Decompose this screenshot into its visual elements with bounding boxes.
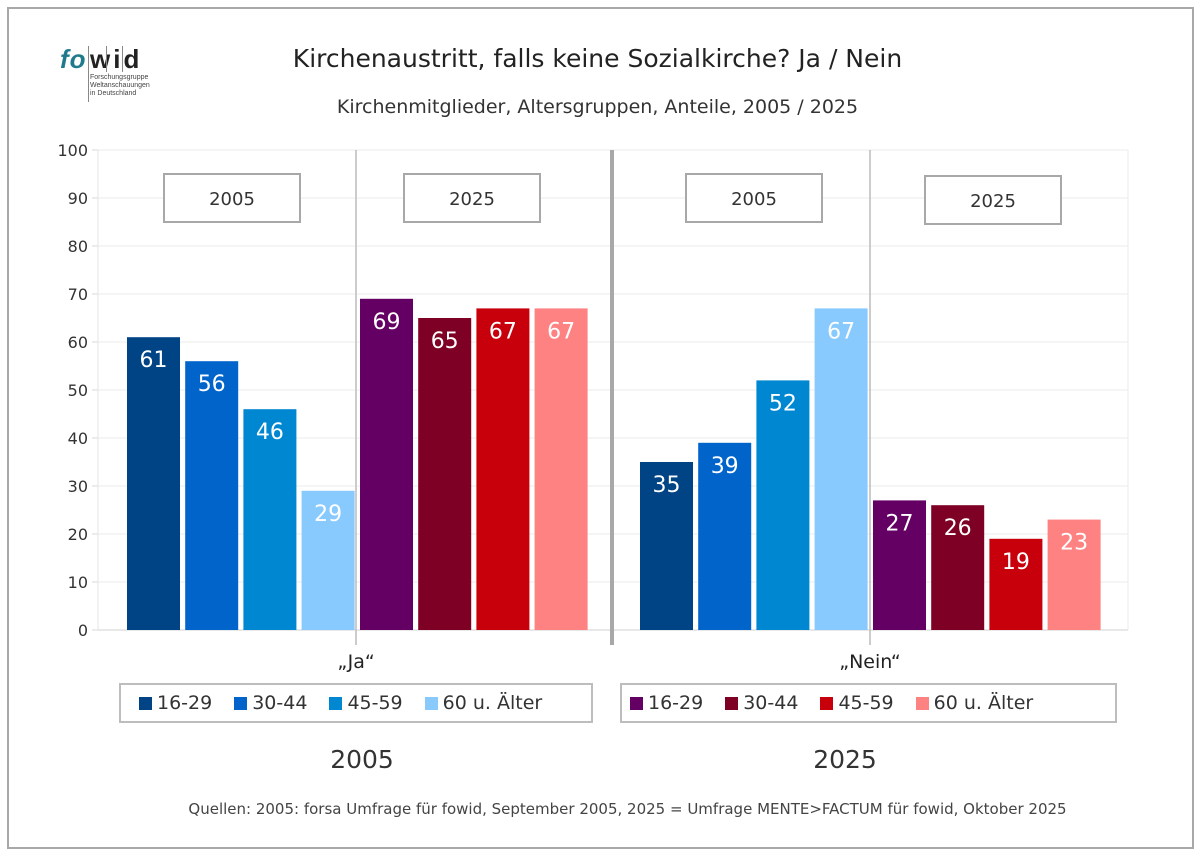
subgroup-year-label: 2025 — [970, 191, 1016, 212]
x-category-label: „Nein“ — [839, 651, 901, 673]
bar-nein-2025-60ulter — [1047, 519, 1101, 630]
y-tick-label: 20 — [68, 525, 88, 544]
legend-label: 16-29 — [648, 692, 704, 714]
legend-item: 16-29 — [139, 692, 212, 714]
bar-ja-2025-1629 — [360, 298, 413, 630]
bar-value-label: 67 — [827, 319, 855, 344]
bar-value-label: 65 — [431, 329, 459, 354]
y-tick-label: 90 — [68, 189, 88, 208]
subgroup-year-box — [924, 175, 1062, 225]
bar-value-label: 69 — [373, 310, 401, 335]
subgroup-year-label: 2025 — [449, 189, 495, 210]
legend-label: 16-29 — [157, 692, 213, 714]
y-tick-label: 40 — [68, 429, 88, 448]
legend-item: 30-44 — [234, 692, 307, 714]
logo-divider — [122, 46, 123, 72]
legend-year-2025: 2025 — [813, 745, 877, 774]
legend-item: 45-59 — [329, 692, 403, 714]
subgroup-year-box — [685, 173, 823, 223]
legend-item: 60 u. Älter — [915, 692, 1034, 714]
legend-2005: 16-29 30-44 45-59 60 u. Älter — [119, 683, 593, 723]
legend-swatch — [424, 696, 438, 710]
bar-nein-2005-4559 — [756, 380, 810, 630]
y-tick-label: 0 — [78, 621, 88, 640]
bar-ja-2025-60ulter — [534, 308, 588, 630]
legend-year-2005: 2005 — [330, 745, 394, 774]
fowid-logo: fo wid Forschungsgruppe Weltanschauungen… — [60, 44, 200, 104]
legend-swatch — [630, 696, 643, 710]
logo-subtitle: Forschungsgruppe Weltanschauungen in Deu… — [90, 74, 150, 97]
bar-value-label: 26 — [944, 516, 972, 541]
logo-divider — [88, 46, 89, 102]
chart-title: Kirchenaustritt, falls keine Sozialkirch… — [0, 44, 1195, 73]
bar-value-label: 46 — [256, 420, 284, 445]
bar-value-label: 61 — [140, 348, 168, 373]
legend-label: 60 u. Älter — [442, 692, 543, 714]
legend-swatch — [234, 696, 248, 710]
logo-divider — [106, 46, 107, 72]
legend-label: 45-59 — [838, 692, 894, 714]
chart-subtitle: Kirchenmitglieder, Altersgruppen, Anteil… — [336, 96, 859, 118]
bar-ja-2025-4559 — [476, 308, 530, 630]
subgroup-year-label: 2005 — [209, 189, 255, 210]
y-tick-label: 60 — [68, 333, 88, 352]
legend-swatch — [820, 696, 834, 710]
bar-value-label: 29 — [314, 502, 342, 527]
bar-value-label: 39 — [711, 454, 739, 479]
chart-title-text: Kirchenaustritt, falls keine Sozialkirch… — [292, 44, 903, 73]
legend-swatch — [329, 696, 343, 710]
legend-swatch — [139, 696, 152, 710]
bar-ja-2005-3044 — [185, 361, 239, 630]
logo-text-fo: fo — [60, 44, 87, 74]
source-note: Quellen: 2005: forsa Umfrage für fowid, … — [188, 800, 1067, 818]
subgroup-year-box — [403, 173, 541, 223]
bar-nein-2025-1629 — [873, 500, 926, 630]
bar-value-label: 67 — [547, 319, 575, 344]
chart-frame — [7, 7, 1194, 849]
legend-label: 45-59 — [347, 692, 403, 714]
bar-nein-2005-3044 — [698, 442, 752, 630]
legend-swatch — [725, 696, 739, 710]
bar-ja-2005-1629 — [127, 337, 180, 630]
legend-label: 30-44 — [252, 692, 308, 714]
y-tick-label: 100 — [57, 141, 88, 160]
y-tick-label: 80 — [68, 237, 88, 256]
bar-value-label: 56 — [198, 372, 226, 397]
bar-value-label: 27 — [886, 511, 914, 536]
legend-item: 45-59 — [820, 692, 894, 714]
x-category-label: „Ja“ — [337, 651, 374, 673]
logo-text-wid: wid — [90, 44, 143, 74]
bar-value-label: 67 — [489, 319, 517, 344]
legend-label: 60 u. Älter — [933, 692, 1034, 714]
bar-value-label: 52 — [769, 391, 797, 416]
legend-item: 16-29 — [630, 692, 703, 714]
bar-ja-2005-4559 — [243, 409, 297, 630]
bar-nein-2025-3044 — [931, 505, 985, 630]
bar-value-label: 35 — [653, 473, 681, 498]
legend-label: 30-44 — [743, 692, 799, 714]
y-tick-label: 30 — [68, 477, 88, 496]
legend-swatch — [915, 696, 929, 710]
bar-ja-2025-3044 — [418, 318, 472, 630]
legend-item: 30-44 — [725, 692, 798, 714]
subgroup-year-box — [163, 173, 301, 223]
bar-nein-2005-60ulter — [814, 308, 868, 630]
bar-nein-2005-1629 — [640, 462, 693, 630]
y-tick-label: 70 — [68, 285, 88, 304]
y-tick-label: 10 — [68, 573, 88, 592]
bar-nein-2025-4559 — [989, 538, 1043, 630]
y-tick-label: 50 — [68, 381, 88, 400]
bar-value-label: 23 — [1060, 531, 1088, 556]
legend-item: 60 u. Älter — [424, 692, 543, 714]
subgroup-year-label: 2005 — [731, 189, 777, 210]
legend-2025: 16-29 30-44 45-59 60 u. Älter — [620, 683, 1117, 723]
bar-value-label: 19 — [1002, 550, 1030, 575]
bar-ja-2005-60ulter — [301, 490, 355, 630]
